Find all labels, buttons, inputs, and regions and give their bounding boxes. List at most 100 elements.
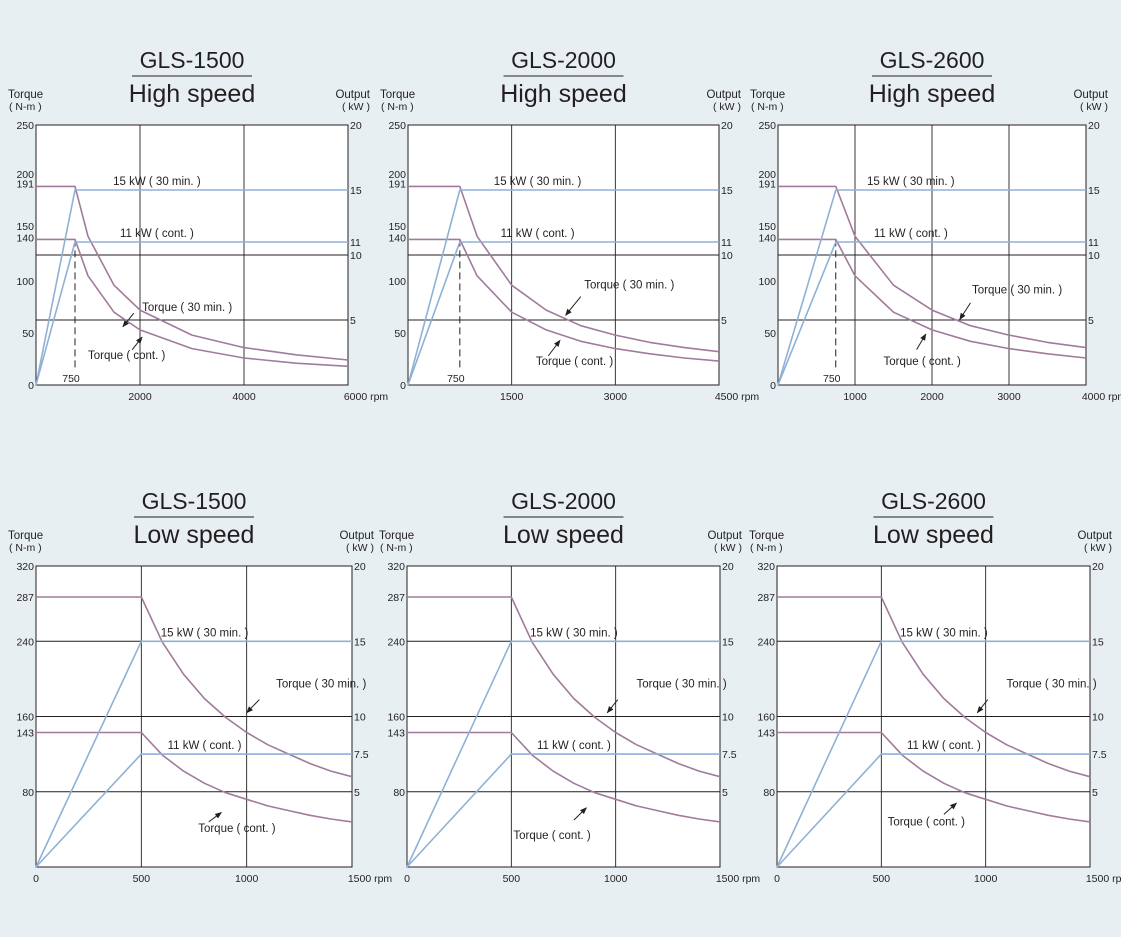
right-tick-label: 10 — [354, 712, 366, 724]
chart-model-title: GLS-2000 — [511, 488, 616, 514]
left-tick-label: 100 — [758, 276, 776, 288]
left-axis-label: Torque — [379, 530, 414, 542]
right-tick-label: 15 — [350, 185, 362, 197]
x-tick-label: 1500 — [500, 391, 524, 403]
output-cont-label: 11 kW ( cont. ) — [501, 228, 575, 240]
torque-30min-arrow — [122, 312, 135, 328]
right-tick-label: 10 — [1088, 250, 1100, 262]
right-tick-label: 5 — [350, 315, 356, 327]
right-tick-label: 20 — [722, 561, 734, 573]
left-axis-label: Torque — [8, 89, 43, 101]
left-tick-label: 240 — [16, 636, 34, 648]
right-tick-label: 11 — [350, 237, 361, 249]
x-tick-label: 500 — [133, 873, 151, 885]
right-tick-label: 10 — [722, 712, 734, 724]
chart-model-title: GLS-2600 — [880, 47, 985, 73]
right-tick-label: 15 — [354, 636, 366, 648]
chart-model-title: GLS-1500 — [142, 488, 247, 514]
left-tick-label: 100 — [388, 276, 406, 288]
chart-mode-title: High speed — [869, 80, 995, 108]
left-tick-label: 287 — [387, 592, 405, 604]
left-axis-unit: ( N-m ) — [751, 101, 784, 113]
torque-30min-annotation: Torque ( 30 min. ) — [972, 284, 1062, 296]
left-tick-label: 50 — [22, 328, 34, 340]
output-30min-label: 15 kW ( 30 min. ) — [900, 627, 988, 639]
left-tick-label: 320 — [16, 561, 34, 573]
x-tick-label: 4500 rpm — [715, 391, 760, 403]
left-axis-unit: ( N-m ) — [380, 542, 413, 554]
chart-mode-title: Low speed — [503, 521, 624, 549]
series-line-tc — [777, 731, 1091, 823]
right-tick-label: 20 — [354, 561, 366, 573]
output-30min-label: 15 kW ( 30 min. ) — [867, 176, 955, 188]
left-tick-label: 160 — [387, 712, 405, 724]
series-line-pc — [776, 753, 1090, 868]
series-line-t30 — [36, 185, 349, 361]
right-tick-label: 7.5 — [354, 749, 369, 761]
right-tick-label: 20 — [1092, 561, 1104, 573]
x-tick-label: 1500 rpm — [1086, 873, 1121, 885]
series-line-p30 — [35, 189, 348, 386]
left-tick-label: 200 — [388, 169, 406, 181]
chart-mode-title: Low speed — [134, 521, 255, 549]
torque-cont-annotation: Torque ( cont. ) — [536, 356, 614, 368]
x-tick-label: 4000 — [232, 391, 256, 403]
right-tick-label: 15 — [1088, 185, 1100, 197]
series-line-p30 — [406, 640, 720, 868]
series-line-pc — [407, 241, 719, 386]
output-30min-label: 15 kW ( 30 min. ) — [161, 627, 249, 639]
x-tick-label: 4000 rpm — [1082, 391, 1121, 403]
right-tick-label: 5 — [1088, 315, 1094, 327]
x-tick-label: 1000 — [974, 873, 998, 885]
base-speed-label: 750 — [447, 373, 465, 385]
output-30min-label: 15 kW ( 30 min. ) — [494, 176, 582, 188]
right-tick-label: 5 — [354, 787, 360, 799]
torque-30min-arrow — [976, 699, 989, 714]
series-line-t30 — [407, 596, 721, 778]
left-tick-label: 287 — [757, 592, 775, 604]
left-tick-label: 287 — [16, 592, 34, 604]
left-axis-unit: ( N-m ) — [750, 542, 783, 554]
torque-cont-annotation: Torque ( cont. ) — [88, 350, 166, 362]
base-speed-label: 750 — [62, 373, 80, 385]
output-cont-label: 11 kW ( cont. ) — [874, 228, 948, 240]
left-tick-label: 191 — [16, 178, 34, 190]
left-tick-label: 140 — [758, 232, 776, 244]
x-tick-label: 1000 — [604, 873, 628, 885]
right-axis-unit: ( kW ) — [1084, 542, 1112, 554]
left-tick-label: 200 — [758, 169, 776, 181]
series-line-pc — [35, 753, 352, 868]
right-tick-label: 5 — [1092, 787, 1098, 799]
right-axis-label: Output — [335, 89, 370, 101]
chart-mode-title: High speed — [129, 80, 255, 108]
output-cont-label: 11 kW ( cont. ) — [120, 228, 194, 240]
right-tick-label: 15 — [721, 185, 733, 197]
x-tick-label: 1000 — [843, 391, 867, 403]
torque-cont-arrow — [547, 339, 561, 357]
right-tick-label: 11 — [721, 237, 732, 249]
x-tick-label: 500 — [503, 873, 521, 885]
chart-1: GLS-1500 High speed Torque( N-m ) Output( k… — [8, 47, 388, 403]
left-tick-label: 80 — [763, 787, 775, 799]
left-tick-label: 143 — [16, 727, 34, 739]
left-axis-unit: ( N-m ) — [381, 101, 414, 113]
left-tick-label: 250 — [758, 120, 776, 132]
torque-30min-arrow — [959, 302, 971, 321]
chart-6: GLS-2600 Low speed Torque( N-m ) Output( kW… — [749, 488, 1121, 885]
right-tick-label: 11 — [1088, 237, 1099, 249]
base-speed-label: 750 — [823, 373, 841, 385]
right-axis-unit: ( kW ) — [342, 101, 370, 113]
output-cont-label: 11 kW ( cont. ) — [907, 740, 981, 752]
left-tick-label: 240 — [387, 636, 405, 648]
torque-cont-arrow — [943, 802, 957, 815]
left-tick-label: 143 — [387, 727, 405, 739]
chart-model-title: GLS-2000 — [511, 47, 616, 73]
left-axis-label: Torque — [750, 89, 785, 101]
series-line-pc — [406, 753, 720, 868]
torque-cont-annotation: Torque ( cont. ) — [883, 356, 961, 368]
series-line-p30 — [407, 189, 719, 386]
left-tick-label: 150 — [758, 221, 776, 233]
left-axis-label: Torque — [749, 530, 784, 542]
x-tick-label: 0 — [774, 873, 780, 885]
right-tick-label: 10 — [1092, 712, 1104, 724]
